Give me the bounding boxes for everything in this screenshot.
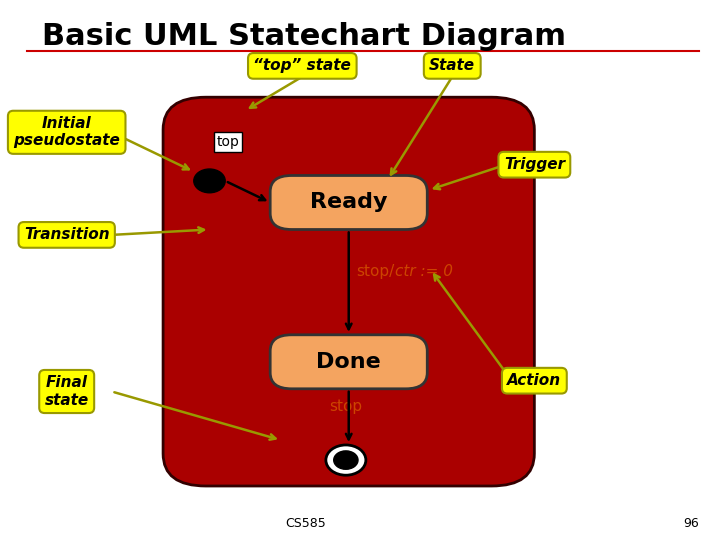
FancyBboxPatch shape bbox=[163, 97, 534, 486]
Text: Final
state: Final state bbox=[45, 375, 89, 408]
Text: Ready: Ready bbox=[310, 192, 387, 213]
FancyBboxPatch shape bbox=[270, 335, 427, 389]
Text: Initial
pseudostate: Initial pseudostate bbox=[13, 116, 120, 148]
Text: Done: Done bbox=[316, 352, 381, 372]
FancyBboxPatch shape bbox=[270, 176, 427, 230]
Text: State: State bbox=[429, 58, 475, 73]
Text: top: top bbox=[217, 135, 240, 149]
Text: 96: 96 bbox=[683, 517, 698, 530]
Text: Transition: Transition bbox=[24, 227, 109, 242]
Circle shape bbox=[334, 451, 358, 469]
Text: ctr := 0: ctr := 0 bbox=[395, 264, 453, 279]
Text: Action: Action bbox=[508, 373, 562, 388]
Text: stop: stop bbox=[329, 399, 362, 414]
Text: stop/: stop/ bbox=[356, 264, 394, 279]
Text: “top” state: “top” state bbox=[253, 58, 351, 73]
Text: CS585: CS585 bbox=[286, 517, 326, 530]
Circle shape bbox=[326, 445, 366, 475]
Text: Basic UML Statechart Diagram: Basic UML Statechart Diagram bbox=[42, 22, 566, 51]
Circle shape bbox=[194, 169, 225, 193]
Text: Trigger: Trigger bbox=[504, 157, 565, 172]
